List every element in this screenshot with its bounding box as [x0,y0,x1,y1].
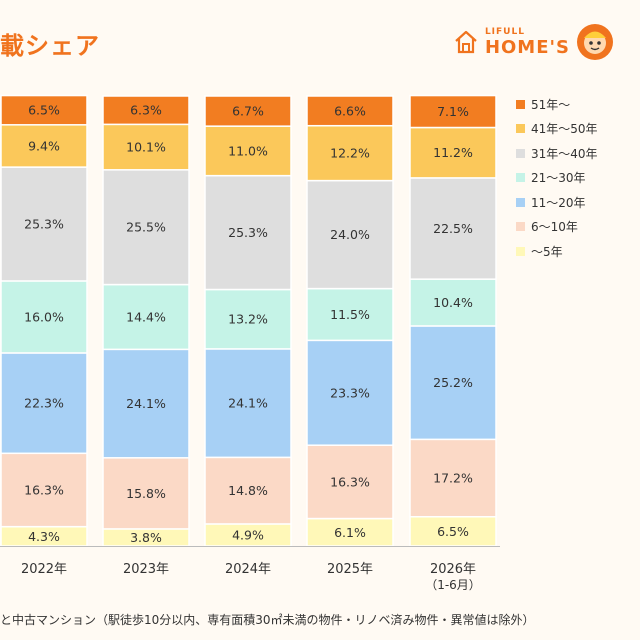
data-label: 9.4% [28,138,60,153]
bar-segment [204,288,292,350]
bar-segment [102,169,190,286]
data-label: 25.3% [228,225,268,240]
legend-swatch [516,148,525,158]
legend-label: 11〜20年 [531,195,586,210]
data-label: 3.8% [130,530,162,545]
x-tick-label: 2026年 [430,562,476,577]
brand-logo: LIFULL HOME'S [453,20,614,64]
data-label: 11.2% [433,145,473,160]
bar-segment [204,348,292,459]
data-label: 4.9% [232,527,264,542]
mascot-icon [577,24,613,60]
x-tick-sublabel: （1-6月） [425,578,481,592]
legend-item: 6〜10年 [516,215,598,240]
data-label: 16.3% [330,474,370,489]
legend-swatch [516,246,525,256]
chart-title: 載シェア [0,32,100,60]
x-tick-label: 2022年 [21,562,67,577]
data-label: 10.1% [126,140,166,155]
data-label: 24.0% [330,227,370,242]
legend-label: 21〜30年 [531,171,586,186]
legend-label: 41年〜50年 [531,122,598,137]
data-label: 4.3% [28,529,60,544]
bar-segment [0,352,88,455]
data-label: 14.8% [228,483,268,498]
bar-segment [409,438,497,518]
bar-segment [306,95,394,127]
bar-segment [204,95,292,127]
data-label: 25.3% [24,217,64,232]
data-label: 13.2% [228,312,268,327]
bar-segment [0,94,88,126]
data-label: 6.3% [130,103,162,118]
legend-label: 51年〜 [531,97,571,112]
legend-swatch [516,124,525,134]
bar-segment [306,339,394,446]
legend-swatch [516,222,525,232]
footnote: と中古マンション（駅徒歩10分以内、専有面積30㎡未満の物件・リノベ済み物件・異… [0,613,535,627]
data-label: 6.6% [334,103,366,118]
logo-small-text: LIFULL [484,26,525,37]
legend-item: 〜5年 [516,239,598,264]
bar-segment [204,174,292,291]
legend-swatch [516,99,525,109]
bar-segment [102,457,190,530]
bar-segment [0,452,88,528]
bar-segment [204,456,292,525]
data-label: 25.5% [126,220,166,235]
x-tick-label: 2025年 [327,562,373,577]
data-label: 6.7% [232,104,264,119]
bar-segment [102,348,190,459]
bar-segment [306,287,394,342]
data-label: 6.5% [28,103,60,118]
data-label: 25.2% [433,375,473,390]
data-label: 24.1% [126,396,166,411]
bar-segment [306,124,394,182]
bar-segment [409,94,497,129]
data-label: 22.5% [433,221,473,236]
data-label: 12.2% [330,146,370,161]
legend-label: 6〜10年 [531,220,578,235]
bar-segment [102,95,190,126]
data-label: 22.3% [24,396,64,411]
legend-swatch [516,197,525,207]
house-icon [455,30,477,54]
data-label: 17.2% [433,471,473,486]
data-label: 16.0% [24,309,64,324]
x-tick-label: 2023年 [123,562,169,577]
x-tick-label: 2024年 [225,562,271,577]
legend-label: 〜5年 [531,244,563,259]
data-label: 14.4% [126,309,166,324]
bar-segment [0,124,88,168]
legend-item: 31年〜40年 [516,141,598,166]
bar-segment [409,325,497,441]
bar-segment [306,517,394,547]
legend-item: 41年〜50年 [516,117,598,142]
bar-segment [409,177,497,280]
data-label: 23.3% [330,385,370,400]
legend: 51年〜 41年〜50年 31年〜40年 21〜30年 11〜20年 6〜10年〜5年 [516,92,598,264]
bar-segment [0,166,88,282]
logo-text: LIFULL HOME'S [484,26,570,58]
data-label: 10.4% [433,295,473,310]
legend-item: 51年〜 [516,92,598,117]
legend-item: 21〜30年 [516,166,598,191]
data-label: 11.5% [330,307,370,322]
legend-label: 31年〜40年 [531,146,598,161]
data-label: 15.8% [126,486,166,501]
data-label: 24.1% [228,396,268,411]
data-label: 11.0% [228,143,268,158]
legend-swatch [516,173,525,183]
data-label: 7.1% [437,104,469,119]
data-label: 16.3% [24,482,64,497]
data-label: 6.1% [334,525,366,540]
bar-segment [409,126,497,179]
legend-item: 11〜20年 [516,190,598,215]
bar-segment [0,280,88,354]
data-label: 6.5% [437,524,469,539]
logo-big-text: HOME'S [484,36,570,58]
